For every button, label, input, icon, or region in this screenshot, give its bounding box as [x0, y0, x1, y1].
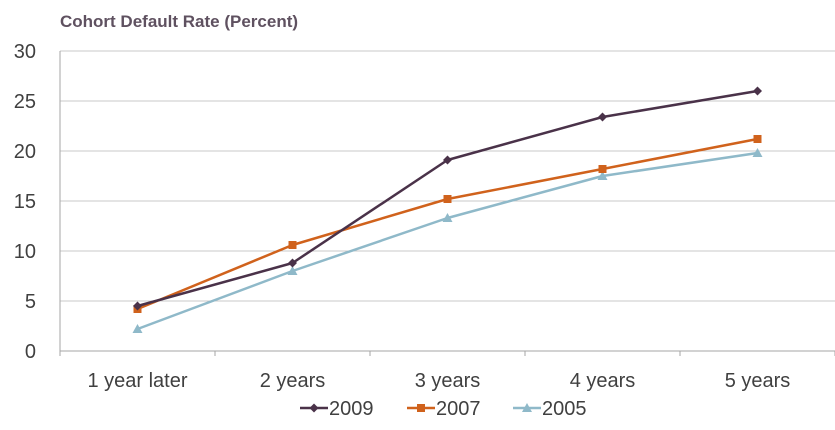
x-tick-label: 5 years: [725, 370, 791, 392]
y-tick-label: 10: [14, 241, 36, 263]
data-point: [753, 135, 762, 143]
x-tick-label: 2 years: [260, 370, 326, 392]
y-tick-label: 25: [14, 91, 36, 113]
x-tick-label: 1 year later: [87, 370, 187, 392]
legend: 2009 2007 2005: [300, 398, 587, 420]
legend-label: 2007: [436, 398, 481, 420]
data-point: [443, 155, 452, 165]
y-tick-label: 5: [25, 291, 36, 313]
data-point: [598, 165, 607, 173]
legend-item-2005: 2005: [513, 398, 587, 420]
data-point: [288, 258, 297, 268]
data-point: [443, 195, 452, 203]
chart-title: Cohort Default Rate (Percent): [60, 12, 298, 31]
legend-item-2007: 2007: [407, 398, 481, 420]
data-point: [132, 324, 143, 333]
series-2005: [132, 148, 763, 333]
x-axis-ticks: 1 year later 2 years 3 years 4 years 5 years: [87, 370, 790, 392]
legend-item-2009: 2009: [300, 398, 374, 420]
x-tick-label: 4 years: [570, 370, 636, 392]
y-tick-label: 15: [14, 191, 36, 213]
data-point: [598, 112, 607, 122]
data-point: [442, 213, 453, 222]
legend-label: 2009: [329, 398, 374, 420]
axes: [59, 51, 835, 356]
series-line: [137, 151, 758, 331]
data-point: [133, 301, 142, 311]
data-point: [597, 171, 608, 180]
gridlines: [60, 50, 835, 302]
x-tick-label: 3 years: [415, 370, 481, 392]
legend-marker: [417, 404, 425, 412]
legend-marker: [522, 403, 532, 412]
series-2009: [133, 86, 762, 311]
y-tick-label: 20: [14, 141, 36, 163]
legend-label: 2005: [542, 398, 587, 420]
y-tick-label: 30: [14, 41, 36, 63]
y-tick-label: 0: [25, 341, 36, 363]
data-point: [753, 86, 762, 96]
series-lines: [132, 86, 763, 333]
y-axis-ticks: 0 5 10 15 20 25 30: [14, 41, 36, 363]
data-point: [287, 266, 298, 275]
legend-marker: [309, 403, 319, 413]
data-point: [752, 148, 763, 157]
data-point: [288, 241, 297, 249]
